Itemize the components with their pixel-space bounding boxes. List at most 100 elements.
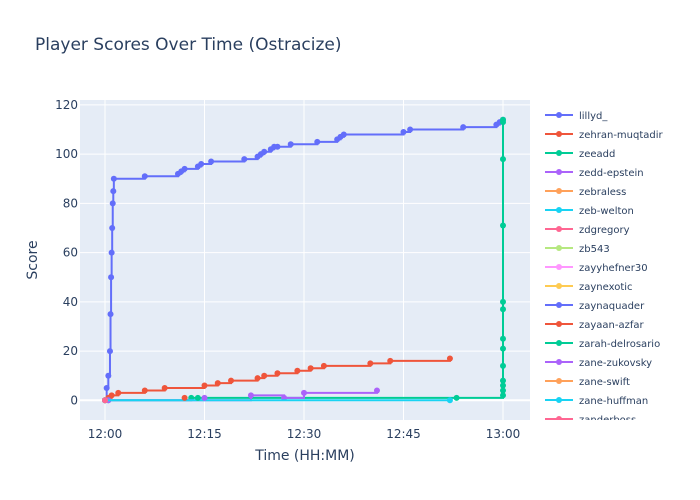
data-point bbox=[446, 355, 453, 362]
data-point bbox=[307, 365, 314, 372]
legend-marker bbox=[556, 245, 562, 251]
legend-item[interactable]: zedd-epstein bbox=[545, 168, 644, 179]
x-tick-labels: 12:00 12:15 12:30 12:45 13:00 bbox=[88, 427, 521, 441]
legend-item[interactable]: zehran-muqtadir bbox=[545, 130, 664, 141]
legend-item[interactable]: zane-zukovsky bbox=[545, 358, 652, 369]
legend-marker bbox=[556, 416, 562, 420]
plot-area bbox=[80, 100, 530, 420]
legend-marker bbox=[556, 226, 562, 232]
data-point bbox=[500, 392, 506, 399]
legend-item[interactable]: zane-swift bbox=[545, 377, 630, 388]
legend-label: zaynaquader bbox=[579, 301, 645, 312]
data-point bbox=[141, 387, 148, 394]
y-tick-label: 100 bbox=[55, 147, 78, 161]
data-point bbox=[108, 274, 115, 281]
data-point bbox=[500, 377, 506, 384]
legend-marker bbox=[556, 169, 562, 175]
data-point bbox=[500, 382, 506, 389]
legend-label: zane-huffman bbox=[579, 396, 648, 407]
legend-marker bbox=[556, 378, 562, 384]
data-point bbox=[198, 161, 205, 167]
legend-marker bbox=[556, 321, 562, 327]
legend-label: zebraless bbox=[579, 187, 626, 198]
data-point bbox=[407, 126, 414, 133]
data-point bbox=[108, 249, 115, 256]
data-point bbox=[181, 165, 188, 172]
legend-item[interactable]: zarah-delrosario bbox=[545, 339, 660, 350]
data-point bbox=[500, 156, 506, 163]
legend-label: zb543 bbox=[579, 244, 610, 255]
data-point bbox=[201, 394, 208, 401]
legend-item[interactable]: zb543 bbox=[545, 244, 610, 255]
legend-label: zayaan-azfar bbox=[579, 320, 645, 331]
legend-marker bbox=[556, 359, 562, 365]
data-point bbox=[320, 362, 327, 369]
legend-label: zehran-muqtadir bbox=[579, 130, 664, 141]
data-point bbox=[109, 200, 116, 207]
data-point bbox=[340, 131, 347, 138]
x-tick-label: 12:00 bbox=[88, 427, 123, 441]
y-tick-label: 40 bbox=[63, 295, 78, 309]
data-point bbox=[241, 156, 248, 163]
legend-marker bbox=[556, 283, 562, 289]
data-point bbox=[110, 175, 117, 182]
chart-title: Player Scores Over Time (Ostracize) bbox=[35, 35, 342, 55]
legend-item[interactable]: zebraless bbox=[545, 187, 626, 198]
data-point bbox=[108, 392, 115, 399]
legend-label: zeb-welton bbox=[579, 206, 634, 217]
data-point bbox=[453, 394, 460, 401]
data-point bbox=[102, 397, 108, 404]
legend-item[interactable]: zane-huffman bbox=[545, 396, 648, 407]
data-point bbox=[194, 394, 201, 401]
legend[interactable]: lillyd_ zehran-muqtadir zeeadd zedd-epstein… bbox=[545, 111, 664, 426]
data-point bbox=[261, 372, 268, 379]
series-zane-zukovsky bbox=[201, 394, 208, 401]
legend-label: zeeadd bbox=[579, 149, 615, 160]
data-point bbox=[247, 392, 254, 399]
data-point bbox=[294, 367, 301, 374]
legend-marker bbox=[556, 302, 562, 308]
series-zanderboss bbox=[102, 397, 108, 404]
y-tick-label: 20 bbox=[63, 344, 78, 358]
data-point bbox=[287, 141, 294, 148]
legend-label: zarah-delrosario bbox=[579, 339, 660, 350]
data-point bbox=[103, 385, 110, 391]
legend-label: lillyd_ bbox=[579, 111, 608, 122]
x-tick-label: 12:45 bbox=[386, 427, 421, 441]
series-zarah-delrosario bbox=[194, 394, 201, 401]
legend-item[interactable]: lillyd_ bbox=[545, 111, 608, 122]
data-point bbox=[500, 387, 506, 394]
y-tick-label: 120 bbox=[55, 98, 78, 112]
legend-item[interactable]: zanderboss bbox=[545, 415, 636, 426]
data-point bbox=[500, 345, 506, 352]
traces bbox=[102, 116, 506, 404]
data-point bbox=[214, 380, 221, 387]
data-point bbox=[446, 397, 453, 404]
data-point bbox=[373, 387, 380, 394]
legend-item[interactable]: zeeadd bbox=[545, 149, 615, 160]
legend-label: zane-zukovsky bbox=[579, 358, 652, 369]
legend-label: zdgregory bbox=[579, 225, 630, 236]
data-point bbox=[228, 377, 235, 384]
series-line bbox=[108, 119, 504, 402]
legend-item[interactable]: zeb-welton bbox=[545, 206, 634, 217]
y-axis-title: Score bbox=[25, 240, 41, 279]
legend-label: zayyhefner30 bbox=[579, 263, 648, 274]
data-point bbox=[201, 382, 208, 389]
legend-item[interactable]: zayyhefner30 bbox=[545, 263, 648, 274]
legend-item[interactable]: zdgregory bbox=[545, 225, 630, 236]
legend-marker bbox=[556, 112, 562, 118]
data-point bbox=[208, 158, 215, 165]
legend-label: zane-swift bbox=[579, 377, 630, 388]
legend-item[interactable]: zaynaquader bbox=[545, 301, 645, 312]
x-axis-title: Time (HH:MM) bbox=[254, 448, 355, 464]
legend-label: zanderboss bbox=[579, 415, 636, 426]
data-point bbox=[110, 188, 117, 195]
data-point bbox=[387, 357, 394, 364]
legend-item[interactable]: zaynexotic bbox=[545, 282, 633, 293]
legend-marker bbox=[556, 264, 562, 270]
data-point bbox=[500, 362, 506, 369]
legend-item[interactable]: zayaan-azfar bbox=[545, 320, 645, 331]
data-point bbox=[274, 370, 281, 377]
